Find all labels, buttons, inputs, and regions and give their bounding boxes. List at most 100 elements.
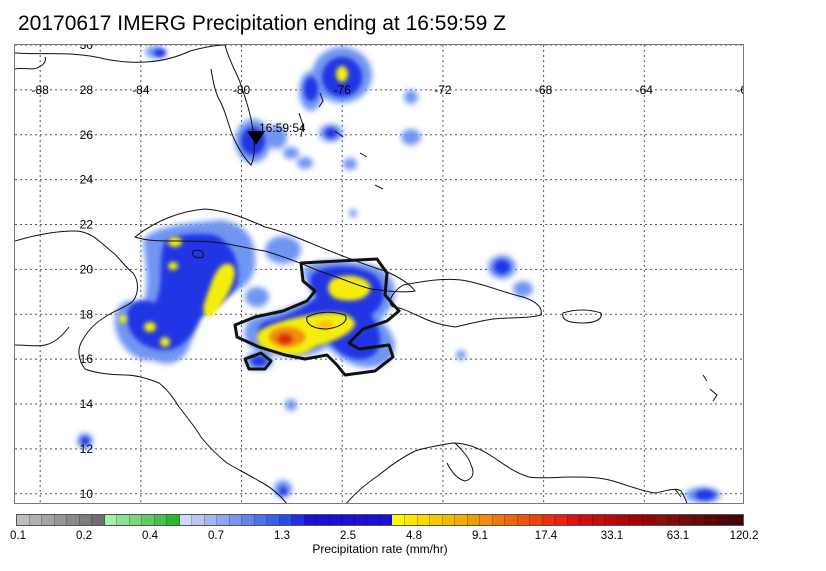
colorbar-title: Precipitation rate (mm/hr)	[312, 542, 448, 556]
colorbar-swatch	[54, 515, 68, 525]
colorbar-swatch	[605, 515, 618, 525]
colorbar-swatch	[129, 515, 143, 525]
colorbar-swatch	[655, 515, 668, 525]
colorbar-swatch	[29, 515, 43, 525]
colorbar-swatch	[542, 515, 556, 525]
precip-intense-layer	[269, 321, 333, 347]
lat-tick-label: 16	[80, 352, 94, 366]
colorbar-swatch	[154, 515, 168, 525]
colorbar-swatch	[705, 515, 718, 525]
lon-tick-label: -72	[434, 83, 452, 97]
colorbar-swatch	[442, 515, 456, 525]
colorbar-swatch	[217, 515, 230, 525]
colorbar-swatch	[580, 515, 593, 525]
colorbar-tick-label: 120.2	[729, 530, 759, 542]
lon-tick-label: -68	[535, 83, 553, 97]
colorbar-swatch	[417, 515, 431, 525]
colorbar-swatch	[592, 515, 606, 525]
colorbar	[16, 514, 744, 526]
colorbar-swatch	[505, 515, 518, 525]
colorbar-tick-label: 0.7	[208, 530, 224, 542]
lat-tick-label: 14	[80, 397, 94, 411]
colorbar-swatch	[642, 515, 656, 525]
colorbar-swatch	[79, 515, 93, 525]
colorbar-swatch	[267, 515, 280, 525]
lat-tick-label: 10	[80, 487, 94, 501]
colorbar-swatch	[567, 515, 581, 525]
colorbar-swatch	[530, 515, 543, 525]
lat-tick-label: 22	[80, 218, 94, 232]
colorbar-swatch	[717, 515, 731, 525]
colorbar-swatch	[104, 515, 118, 525]
colorbar-swatch	[730, 515, 743, 525]
colorbar-tick-label: 0.2	[76, 530, 92, 542]
lat-tick-label: 24	[80, 173, 94, 187]
lon-tick-label: -84	[132, 83, 150, 97]
colorbar-swatch	[404, 515, 418, 525]
lat-tick-label: 12	[80, 442, 94, 456]
lat-tick-label: 28	[80, 83, 94, 97]
colorbar-swatch	[204, 515, 218, 525]
precip-contours	[233, 257, 401, 377]
lon-tick-label: -76	[334, 83, 352, 97]
colorbar-swatch	[392, 515, 405, 525]
colorbar-tick-label: 9.1	[472, 530, 488, 542]
colorbar-tick-label: 33.1	[600, 530, 624, 542]
colorbar-swatch	[42, 515, 55, 525]
colorbar-swatch	[467, 515, 481, 525]
coastlines	[15, 45, 718, 503]
colorbar-swatch	[179, 515, 193, 525]
colorbar-swatch	[617, 515, 631, 525]
colorbar-swatch	[254, 515, 268, 525]
colorbar-tick-label: 0.4	[142, 530, 158, 542]
colorbar-swatch	[167, 515, 180, 525]
colorbar-swatch	[492, 515, 506, 525]
colorbar-swatch	[692, 515, 706, 525]
colorbar-swatch	[667, 515, 681, 525]
colorbar-swatch	[304, 515, 318, 525]
overpass-marker	[247, 131, 265, 145]
colorbar-swatch	[555, 515, 568, 525]
precip-moderate-layer	[81, 49, 715, 500]
map-title: 20170617 IMERG Precipitation ending at 1…	[18, 12, 506, 35]
colorbar-swatch	[517, 515, 531, 525]
colorbar-swatch	[279, 515, 293, 525]
colorbar-tick-label: 0.1	[10, 530, 26, 542]
lon-tick-label: -64	[636, 83, 654, 97]
colorbar-swatch	[329, 515, 343, 525]
colorbar-tick-label: 1.3	[274, 530, 290, 542]
lat-tick-label: 30	[80, 45, 94, 52]
axis-tick-labels: -88 -84 -80 -76 -72 -68 -64 -60 30 28 26 24 22 20 18 16…	[32, 45, 744, 501]
lon-tick-label: -60	[736, 83, 744, 97]
colorbar-swatch	[192, 515, 205, 525]
colorbar-swatch	[292, 515, 305, 525]
colorbar-tick-label: 4.8	[406, 530, 422, 542]
colorbar-swatch	[430, 515, 443, 525]
colorbar-swatch	[630, 515, 643, 525]
colorbar-swatch	[480, 515, 493, 525]
lat-tick-label: 18	[80, 307, 94, 321]
colorbar-tick-label: 17.4	[534, 530, 558, 542]
colorbar-swatch	[354, 515, 368, 525]
colorbar-swatch	[17, 515, 30, 525]
colorbar-swatch	[455, 515, 468, 525]
lat-tick-label: 26	[80, 128, 94, 142]
colorbar-swatch	[117, 515, 130, 525]
colorbar-tick-label: 2.5	[340, 530, 356, 542]
colorbar-swatch	[342, 515, 355, 525]
colorbar-swatch	[92, 515, 105, 525]
colorbar-swatch	[379, 515, 393, 525]
overpass-time-label: 16:59:54	[259, 121, 306, 135]
colorbar-swatch	[317, 515, 330, 525]
lon-tick-label: -88	[32, 83, 50, 97]
colorbar-swatch	[67, 515, 80, 525]
colorbar-swatch	[229, 515, 243, 525]
colorbar-swatch	[680, 515, 693, 525]
colorbar-swatch	[367, 515, 380, 525]
precipitation-map: -88 -84 -80 -76 -72 -68 -64 -60 30 28 26 24 22 20 18 16…	[14, 44, 744, 504]
lat-tick-label: 20	[80, 262, 94, 276]
colorbar-swatch	[242, 515, 255, 525]
colorbar-swatch	[142, 515, 155, 525]
colorbar-tick-label: 63.1	[666, 530, 690, 542]
lon-tick-label: -80	[233, 83, 251, 97]
